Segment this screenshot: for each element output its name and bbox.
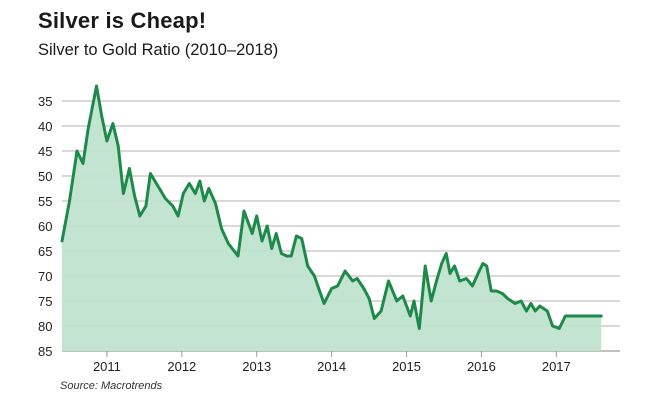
- x-tick-label-2011: 2011: [93, 359, 121, 374]
- chart-subtitle: Silver to Gold Ratio (2010–2018): [38, 41, 279, 59]
- y-tick-label-50: 50: [38, 169, 52, 184]
- y-tick-label-40: 40: [38, 119, 52, 134]
- chart-title: Silver is Cheap!: [38, 8, 207, 33]
- y-tick-label-65: 65: [38, 244, 52, 259]
- ratio-area-fill: [62, 86, 602, 351]
- y-tick-label-45: 45: [38, 144, 52, 159]
- y-tick-label-85: 85: [38, 344, 52, 359]
- source-note: Source: Macrotrends: [60, 380, 163, 392]
- y-tick-label-80: 80: [38, 319, 52, 334]
- y-tick-label-70: 70: [38, 269, 52, 284]
- y-tick-label-55: 55: [38, 194, 52, 209]
- x-tick-label-2012: 2012: [167, 359, 196, 374]
- x-tick-label-2013: 2013: [242, 359, 271, 374]
- x-tick-label-2015: 2015: [392, 359, 421, 374]
- y-tick-label-60: 60: [38, 219, 52, 234]
- x-tick-label-2017: 2017: [542, 359, 571, 374]
- ratio-series-line: [60, 84, 603, 330]
- x-tick-label-2014: 2014: [317, 359, 346, 374]
- x-tick-label-2016: 2016: [467, 359, 496, 374]
- y-tick-label-75: 75: [38, 294, 52, 309]
- y-tick-label-35: 35: [38, 94, 52, 109]
